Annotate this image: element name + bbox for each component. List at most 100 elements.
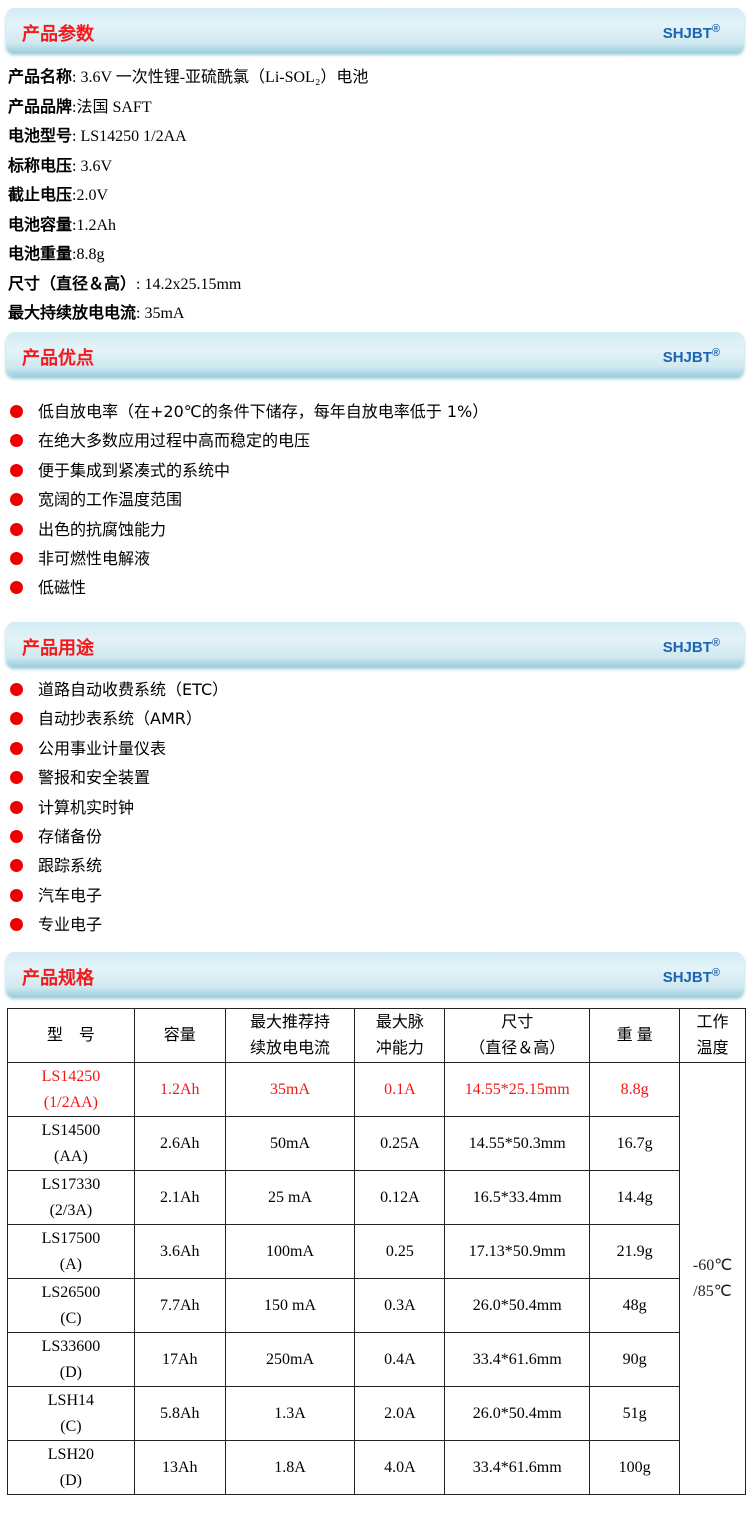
cell-temperature: -60℃ /85℃ xyxy=(679,1062,746,1495)
model-size: (D) xyxy=(59,1363,83,1381)
cell-c: 13Ah xyxy=(133,1440,226,1495)
cell-w: 8.8g xyxy=(589,1062,681,1117)
section-title: 产品用途 xyxy=(22,638,94,659)
bullet-icon xyxy=(10,918,23,932)
model-size: (1/2AA) xyxy=(43,1093,99,1111)
list-item: 宽阔的工作温度范围 xyxy=(8,485,488,514)
list-item: 非可燃性电解液 xyxy=(8,544,488,573)
list-item: 低自放电率（在+20℃的条件下储存，每年自放电率低于 1%） xyxy=(8,397,488,426)
list-item-text: 公用事业计量仪表 xyxy=(38,738,167,758)
bullet-icon xyxy=(10,888,23,902)
cell-i: 1.3A xyxy=(224,1386,356,1441)
uses-list: 道路自动收费系统（ETC） 自动抄表系统（AMR） 公用事业计量仪表 警报和安全装置计… xyxy=(8,675,228,940)
model-name: LSH14 xyxy=(47,1391,95,1409)
cell-c: 3.6Ah xyxy=(133,1224,226,1279)
list-item-text: 跟踪系统 xyxy=(38,856,103,876)
cell-p: 0.1A xyxy=(354,1062,446,1117)
param-label: 电池型号 xyxy=(8,126,73,145)
list-item-text: 自动抄表系统（AMR） xyxy=(38,709,202,729)
bullet-icon xyxy=(10,683,23,696)
section-title: 产品规格 xyxy=(22,968,94,989)
cell-i: 50mA xyxy=(224,1116,356,1171)
brand-logo: SHJBT® xyxy=(662,967,720,986)
cell-i: 1.8A xyxy=(224,1440,356,1495)
section-header-advantages: 产品优点 SHJBT® xyxy=(6,332,744,376)
header-text: 型 号 xyxy=(46,1026,95,1044)
header-text: 冲能力 xyxy=(375,1039,424,1057)
cell-model: LS17500 (A) xyxy=(7,1224,135,1279)
param-label: 尺寸（直径＆高） xyxy=(8,273,137,293)
advantages-list: 低自放电率（在+20℃的条件下储存，每年自放电率低于 1%） 在绝大多数应用过程中… xyxy=(8,397,488,603)
list-item-text: 便于集成到紧凑式的系统中 xyxy=(38,460,231,480)
header-text: 续放电电流 xyxy=(250,1039,331,1057)
cell-w: 51g xyxy=(589,1386,681,1441)
bullet-icon xyxy=(10,859,23,873)
model-size: (C) xyxy=(60,1309,82,1327)
list-item: 出色的抗腐蚀能力 xyxy=(8,515,488,544)
section-header-uses: 产品用途 SHJBT® xyxy=(6,622,744,666)
cell-d: 17.13*50.9mm xyxy=(444,1224,591,1279)
cell-d: 14.55*25.15mm xyxy=(444,1062,591,1117)
bullet-icon xyxy=(10,800,23,814)
list-item-text: 道路自动收费系统（ETC） xyxy=(38,680,229,699)
param-value: : 14.2x25.15mm xyxy=(136,275,242,293)
list-item-text: 计算机实时钟 xyxy=(38,797,135,817)
bullet-icon xyxy=(10,829,23,843)
cell-c: 17Ah xyxy=(133,1332,226,1387)
cell-i: 35mA xyxy=(224,1062,356,1117)
param-row: 标称电压: 3.6V xyxy=(8,151,368,181)
spec-table: 型 号容量 最大推荐持 续放电电流 最大脉 冲能力 尺寸 （直径＆高）重 量工作 温度 LS1… xyxy=(7,1008,746,1495)
param-label: 产品品牌 xyxy=(8,96,73,116)
cell-model: LS17330 (2/3A) xyxy=(7,1170,135,1225)
param-label: 产品名称 xyxy=(8,67,73,86)
header-text: 最大脉 xyxy=(375,1013,424,1031)
header-text: 工作 xyxy=(696,1013,729,1031)
cell-c: 2.6Ah xyxy=(133,1116,226,1171)
list-item: 便于集成到紧凑式的系统中 xyxy=(8,456,488,485)
header-text: 重 量 xyxy=(616,1026,653,1044)
table-row: LS26500 (C) 7.7Ah 150 mA 0.3A 26.0*50.4mm 48g xyxy=(7,1278,746,1333)
cell-p: 0.25A xyxy=(354,1116,446,1171)
cell-i: 25 mA xyxy=(224,1170,356,1225)
list-item: 道路自动收费系统（ETC） xyxy=(8,675,228,704)
model-size: (AA) xyxy=(54,1147,88,1165)
list-item: 计算机实时钟 xyxy=(8,793,228,822)
brand-logo: SHJBT® xyxy=(662,347,720,366)
param-label: 电池容量 xyxy=(8,214,73,234)
model-name: LSH20 xyxy=(47,1445,95,1463)
bullet-icon xyxy=(10,741,23,755)
param-row: 电池容量:1.2Ah xyxy=(8,210,368,240)
header-text: 容量 xyxy=(163,1026,196,1044)
param-row: 电池重量:8.8g xyxy=(8,239,368,269)
cell-w: 90g xyxy=(589,1332,681,1387)
cell-p: 0.25 xyxy=(354,1224,446,1279)
temp-low: -60℃ xyxy=(692,1256,733,1274)
bullet-icon xyxy=(10,463,23,477)
column-header: 最大脉 冲能力 xyxy=(354,1008,446,1063)
cell-model: LSH14 (C) xyxy=(7,1386,135,1441)
param-value: : 3.6V 一次性锂-亚硫酰氯（Li-SOL₂）电池 xyxy=(72,69,369,86)
model-size: (D) xyxy=(59,1471,83,1489)
cell-c: 1.2Ah xyxy=(133,1062,226,1117)
section-header-specs: 产品规格 SHJBT® xyxy=(6,952,744,996)
cell-model: LSH20 (D) xyxy=(7,1440,135,1495)
cell-w: 48g xyxy=(589,1278,681,1333)
model-name: LS17500 xyxy=(41,1229,101,1247)
list-item-text: 警报和安全装置 xyxy=(38,768,151,788)
table-header-row: 型 号容量 最大推荐持 续放电电流 最大脉 冲能力 尺寸 （直径＆高）重 量工作 温度 xyxy=(7,1008,746,1063)
header-text: 最大推荐持 xyxy=(250,1013,331,1031)
param-label: 电池重量 xyxy=(8,244,73,263)
list-item: 低磁性 xyxy=(8,573,488,602)
param-label: 最大持续放电电流 xyxy=(8,303,137,322)
bullet-icon xyxy=(10,493,23,507)
brand-logo: SHJBT® xyxy=(662,637,720,656)
section-header-params: 产品参数 SHJBT® xyxy=(6,8,744,52)
bullet-icon xyxy=(10,712,23,726)
cell-i: 150 mA xyxy=(224,1278,356,1333)
list-item-text: 非可燃性电解液 xyxy=(38,548,151,568)
list-item: 跟踪系统 xyxy=(8,851,228,880)
list-item-text: 专业电子 xyxy=(38,915,103,935)
model-size: (A) xyxy=(59,1255,83,1273)
section-title: 产品参数 xyxy=(22,24,94,45)
model-name: LS14500 xyxy=(41,1121,101,1139)
